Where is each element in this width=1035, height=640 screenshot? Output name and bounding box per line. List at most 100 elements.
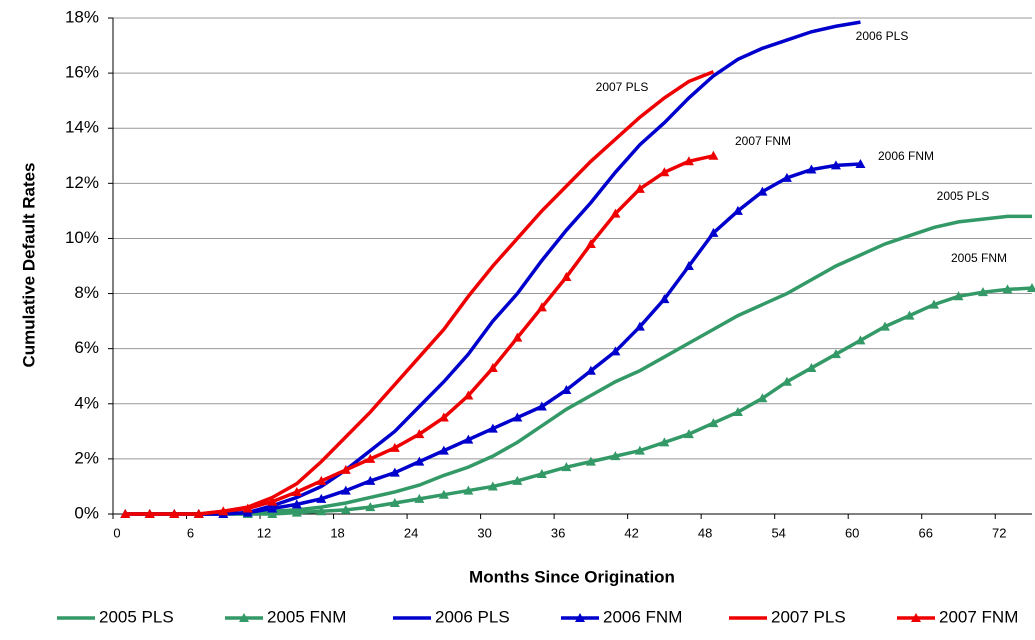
point-marker: [610, 346, 621, 356]
y-tick-label: 14%: [65, 118, 99, 137]
legend-marker: [911, 613, 921, 622]
point-marker: [708, 227, 719, 237]
point-marker: [536, 302, 547, 312]
point-marker: [389, 497, 400, 507]
legend-label: 2007 FNM: [939, 607, 1018, 626]
point-marker: [120, 509, 131, 518]
point-marker: [757, 393, 768, 403]
legend-marker: [239, 613, 249, 622]
point-marker: [781, 376, 792, 386]
point-marker: [487, 362, 498, 372]
point-marker: [389, 467, 400, 477]
annotation: 2006 PLS: [856, 29, 909, 43]
x-tick-label: 66: [918, 525, 932, 540]
point-marker: [340, 485, 351, 495]
point-marker: [610, 451, 621, 461]
y-tick-label: 4%: [74, 393, 99, 412]
point-marker: [585, 365, 596, 375]
point-marker: [291, 499, 302, 509]
legend-marker: [575, 613, 585, 622]
point-marker: [830, 349, 841, 359]
annotation: 2005 PLS: [937, 189, 990, 203]
point-marker: [365, 502, 376, 512]
point-marker: [683, 156, 694, 166]
series-line: [125, 286, 1033, 516]
legend-label: 2006 PLS: [435, 607, 510, 626]
point-marker: [683, 429, 694, 439]
legend-label: 2006 FNM: [603, 607, 682, 626]
y-tick-label: 0%: [74, 503, 99, 522]
legend-label: 2005 PLS: [99, 607, 174, 626]
legend-label: 2005 FNM: [267, 607, 346, 626]
point-marker: [781, 172, 792, 182]
point-marker: [487, 481, 498, 491]
annotation: 2006 FNM: [878, 149, 934, 163]
x-tick-label: 60: [845, 525, 859, 540]
point-marker: [291, 507, 302, 517]
point-marker: [438, 412, 449, 422]
x-tick-label: 42: [624, 525, 638, 540]
x-tick-label: 12: [257, 525, 271, 540]
point-marker: [855, 159, 866, 169]
point-marker: [438, 489, 449, 499]
point-marker: [732, 407, 743, 417]
point-marker: [512, 332, 523, 342]
series-line: [125, 70, 715, 516]
point-marker: [144, 509, 155, 518]
y-tick-label: 8%: [74, 283, 99, 302]
point-marker: [806, 362, 817, 372]
point-marker: [806, 164, 817, 174]
point-marker: [928, 299, 939, 309]
point-marker: [634, 445, 645, 455]
point-marker: [389, 442, 400, 452]
y-tick-label: 10%: [65, 228, 99, 247]
point-marker: [365, 453, 376, 463]
point-marker: [267, 509, 278, 518]
y-tick-label: 16%: [65, 63, 99, 82]
legend-label: 2007 PLS: [771, 607, 846, 626]
point-marker: [193, 509, 204, 518]
point-marker: [536, 469, 547, 479]
y-tick-label: 18%: [65, 7, 99, 26]
point-marker: [659, 167, 670, 177]
point-marker: [634, 183, 645, 193]
point-marker: [340, 464, 351, 474]
point-marker: [610, 208, 621, 218]
point-marker: [1002, 284, 1013, 294]
point-marker: [512, 475, 523, 485]
point-marker: [365, 475, 376, 485]
point-marker: [561, 385, 572, 394]
point-marker: [855, 335, 866, 345]
point-marker: [463, 485, 474, 495]
annotation: 2007 FNM: [735, 134, 791, 148]
x-tick-label: 18: [330, 525, 344, 540]
x-tick-label: 30: [477, 525, 491, 540]
point-marker: [267, 503, 278, 513]
point-marker: [904, 310, 915, 320]
point-marker: [953, 291, 964, 301]
x-axis-title: Months Since Origination: [469, 567, 675, 586]
point-marker: [659, 294, 670, 304]
annotation: 2005 FNM: [951, 251, 1007, 265]
point-marker: [634, 321, 645, 331]
point-marker: [242, 503, 253, 513]
y-tick-label: 12%: [65, 173, 99, 192]
x-tick-label: 54: [771, 525, 785, 540]
point-marker: [561, 272, 572, 282]
point-marker: [732, 205, 743, 215]
y-axis-title: Cumulative Default Rates: [19, 163, 38, 368]
point-marker: [414, 456, 425, 466]
point-marker: [169, 509, 180, 518]
point-marker: [340, 504, 351, 514]
point-marker: [659, 437, 670, 447]
point-marker: [218, 506, 229, 516]
point-marker: [830, 160, 841, 170]
x-tick-label: 36: [551, 525, 565, 540]
point-marker: [708, 418, 719, 428]
point-marker: [463, 434, 474, 444]
point-marker: [977, 287, 988, 297]
y-tick-label: 6%: [74, 338, 99, 357]
series-line: [125, 162, 861, 516]
point-marker: [414, 429, 425, 439]
x-tick-label: 0: [113, 525, 120, 540]
